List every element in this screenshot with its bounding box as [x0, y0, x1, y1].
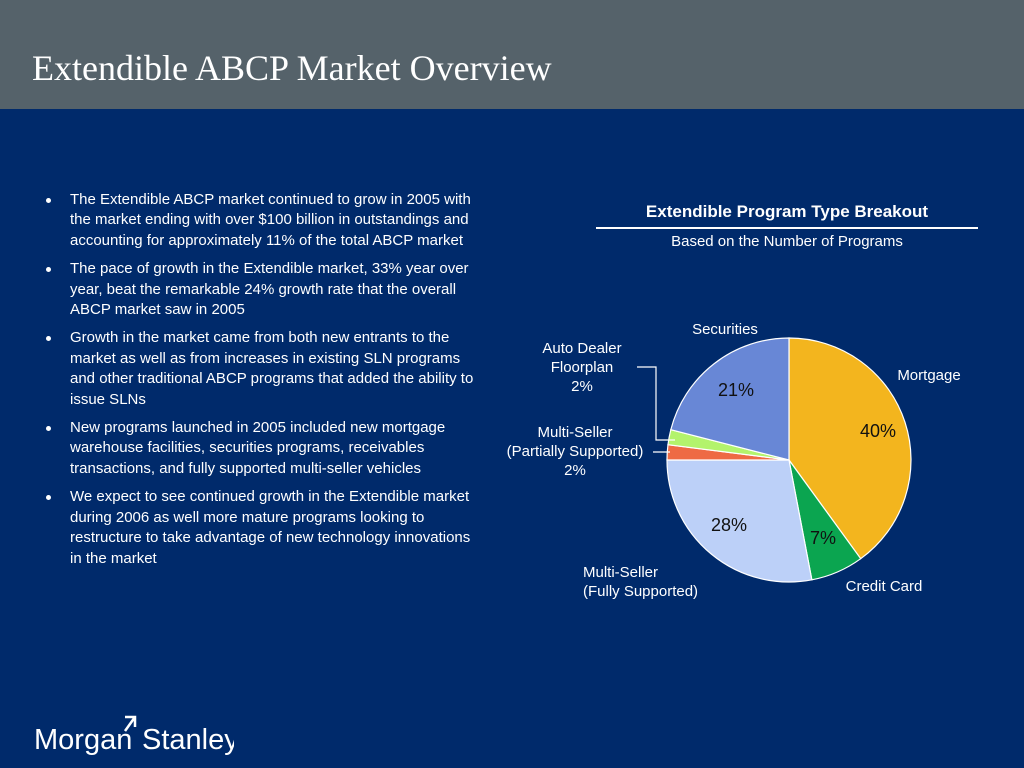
- bullet-icon: [46, 267, 51, 273]
- chart-title-divider: [596, 227, 978, 229]
- chart-subtitle: Based on the Number of Programs: [671, 233, 903, 250]
- logo-mark-icon: [123, 715, 137, 732]
- pie-slice: [666, 459, 813, 583]
- pie-category-label: Multi-Seller (Partially Supported) 2%: [507, 424, 644, 479]
- pie-value-label: 21%: [718, 380, 754, 400]
- slide-title: Extendible ABCP Market Overview: [32, 48, 552, 88]
- bullet-text: We expect to see continued growth in the…: [70, 488, 471, 567]
- bullet-icon: [46, 336, 51, 342]
- pie-value-label: 28%: [711, 515, 747, 535]
- bullet-item: The pace of growth in the Extendible mar…: [46, 259, 476, 320]
- bullet-item: We expect to see continued growth in the…: [46, 487, 476, 569]
- bullet-text: The pace of growth in the Extendible mar…: [70, 260, 469, 319]
- bullet-item: The Extendible ABCP market continued to …: [46, 190, 476, 251]
- bullet-item: Growth in the market came from both new …: [46, 328, 476, 410]
- title-bar: Extendible ABCP Market Overview: [0, 0, 1024, 109]
- pie-category-label: Multi-Seller (Fully Supported): [583, 564, 698, 600]
- pie-slice: [788, 337, 912, 560]
- pie-category-label: Auto Dealer Floorplan 2%: [542, 340, 621, 395]
- bullet-item: New programs launched in 2005 included n…: [46, 418, 476, 479]
- bullet-icon: [46, 426, 51, 432]
- bullet-text: The Extendible ABCP market continued to …: [70, 191, 471, 249]
- pie-category-label: Mortgage: [897, 367, 960, 384]
- bullet-text: Growth in the market came from both new …: [70, 329, 474, 408]
- bullet-icon: [46, 495, 51, 501]
- pie-category-label: Securities: [692, 321, 758, 338]
- pie-category-label: Credit Card: [846, 578, 923, 595]
- bullet-list: The Extendible ABCP market continued to …: [46, 190, 476, 577]
- pie-value-label: 7%: [810, 528, 836, 548]
- morgan-stanley-logo: Morgan Stanley: [34, 713, 239, 760]
- pie-value-label: 40%: [860, 421, 896, 441]
- logo-text-left: Morgan: [34, 724, 132, 755]
- leader-line: [637, 366, 675, 441]
- chart-title: Extendible Program Type Breakout: [645, 202, 929, 221]
- pie-slice: [670, 337, 790, 461]
- bullet-text: New programs launched in 2005 included n…: [70, 419, 446, 477]
- bullet-icon: [46, 198, 51, 203]
- logo-text-right: Stanley: [142, 724, 234, 755]
